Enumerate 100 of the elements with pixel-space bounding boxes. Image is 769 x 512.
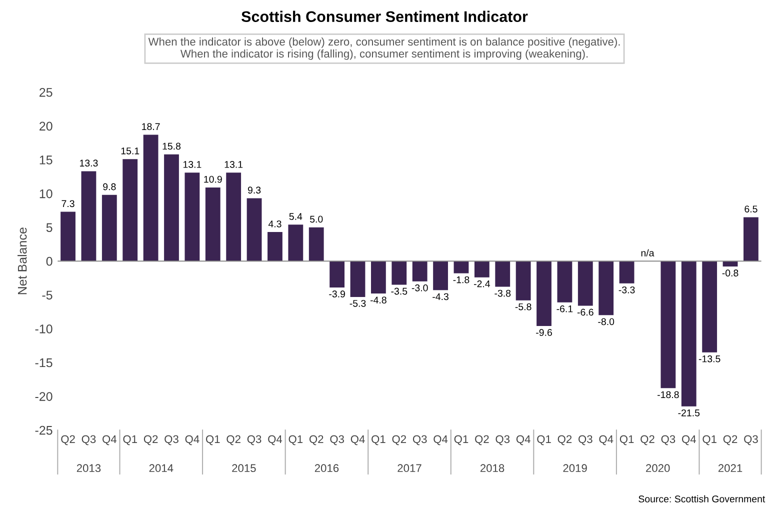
text: n/a	[641, 249, 654, 256]
bar	[308, 227, 324, 262]
bar	[268, 232, 282, 262]
x-tick-label: Q3	[330, 435, 344, 446]
text: 2015	[232, 464, 256, 472]
bar	[578, 261, 593, 306]
source-note: Source: Scottish Government	[638, 495, 766, 502]
x-tick-label: Q3	[661, 435, 676, 446]
x-tick-label: Q4	[350, 435, 365, 446]
x-tick-label: Q4	[268, 435, 282, 446]
y-tick-label: -5	[42, 290, 52, 300]
bar	[433, 261, 448, 290]
x-tick-label: Q4	[102, 435, 116, 446]
x-tick-label: Q3	[164, 435, 178, 446]
data-label: 13.3	[80, 160, 98, 167]
x-tick-label: Q4	[516, 435, 530, 446]
x-tick-label: Q2	[226, 435, 240, 446]
bar	[350, 261, 366, 297]
data-label: -4.3	[432, 293, 448, 300]
data-label: -8.0	[598, 318, 614, 326]
chart-subtitle: When the indicator is above (below) zero, consumer sentiment is on balance positive (negative). When the indicator is rising (falling), consumer sentiment is improving (weakening).	[148, 37, 620, 60]
data-label: 18.7	[142, 123, 160, 130]
bar	[619, 261, 634, 284]
bar	[681, 261, 696, 406]
y-tick-label: -25	[35, 426, 52, 435]
x-tick-label: Q1	[454, 435, 468, 446]
y-tick-label: 20	[40, 122, 52, 131]
data-label: -9.6	[536, 329, 552, 336]
bar	[226, 172, 242, 262]
x-tick-label: Q3	[82, 435, 96, 446]
x-tick-label: Q2	[392, 435, 406, 446]
bar	[143, 134, 158, 262]
bar	[474, 261, 490, 278]
bar	[722, 261, 738, 267]
x-tick-label: Q4	[185, 435, 200, 446]
data-label: -21.5	[678, 409, 700, 416]
bar	[660, 261, 676, 388]
x-tick-label: Q4	[434, 435, 448, 446]
bar	[246, 198, 262, 262]
data-label: 9.3	[248, 186, 261, 194]
x-tick-label: Q2	[723, 435, 738, 446]
data-label: -2.4	[474, 280, 490, 288]
bar	[164, 154, 179, 262]
x-tick-label: Q3	[578, 435, 592, 446]
bar	[744, 217, 758, 262]
bar	[702, 261, 718, 352]
x-tick-label: Q1	[206, 435, 220, 446]
text: 2017	[398, 464, 422, 472]
y-tick-label: 5	[46, 223, 52, 232]
data-label: -6.1	[556, 305, 573, 312]
bar	[371, 261, 386, 294]
data-label: 5.4	[289, 213, 302, 220]
text: 2018	[480, 464, 504, 472]
text: 2019	[563, 464, 587, 472]
text: 2020	[646, 464, 670, 472]
data-label: 5.0	[310, 216, 323, 223]
bar	[516, 261, 531, 300]
bar	[598, 261, 614, 316]
bar	[60, 212, 76, 262]
x-tick-label: Q1	[288, 435, 303, 446]
x-tick-label: Q1	[123, 435, 137, 446]
text: 2013	[76, 464, 101, 472]
text: 2021	[718, 464, 742, 472]
y-tick-label: 15	[40, 156, 52, 164]
data-label: -3.8	[494, 290, 511, 297]
data-label: 15.8	[162, 142, 181, 150]
bar	[454, 261, 469, 274]
x-tick-label: Q2	[640, 435, 654, 446]
x-tick-label: Q3	[412, 435, 427, 446]
data-label: 10.9	[204, 176, 222, 183]
data-label: -0.8	[722, 270, 738, 276]
bar	[205, 187, 220, 262]
data-label: -3.3	[618, 286, 635, 294]
y-tick-label: -15	[35, 358, 52, 368]
data-label: -18.8	[658, 391, 679, 398]
y-tick-label: -10	[35, 324, 52, 334]
data-label: -6.6	[577, 308, 594, 316]
bar	[330, 261, 345, 288]
chart-title: Scottish Consumer Sentiment Indicator	[241, 10, 528, 22]
data-label: -3.0	[412, 284, 428, 292]
x-tick-label: Q3	[247, 435, 262, 446]
y-tick-label: 0	[46, 256, 52, 266]
data-label: -5.8	[515, 303, 532, 310]
data-label: 13.1	[224, 161, 243, 168]
data-label: -4.8	[370, 296, 386, 304]
data-label: 9.8	[103, 183, 116, 190]
x-tick-label: Q3	[496, 435, 510, 446]
x-tick-label: Q2	[309, 435, 324, 446]
x-tick-label: Q1	[702, 435, 716, 446]
bar	[288, 224, 304, 262]
bar	[81, 171, 96, 262]
x-tick-label: Q4	[599, 435, 614, 446]
x-tick-label: Q1	[372, 435, 386, 446]
x-tick-label: Q3	[744, 435, 758, 446]
x-tick-label: Q2	[558, 435, 572, 446]
bar	[102, 194, 117, 262]
bar	[122, 159, 138, 262]
bar	[495, 261, 510, 287]
bar	[536, 261, 552, 326]
data-label: 4.3	[268, 220, 282, 228]
